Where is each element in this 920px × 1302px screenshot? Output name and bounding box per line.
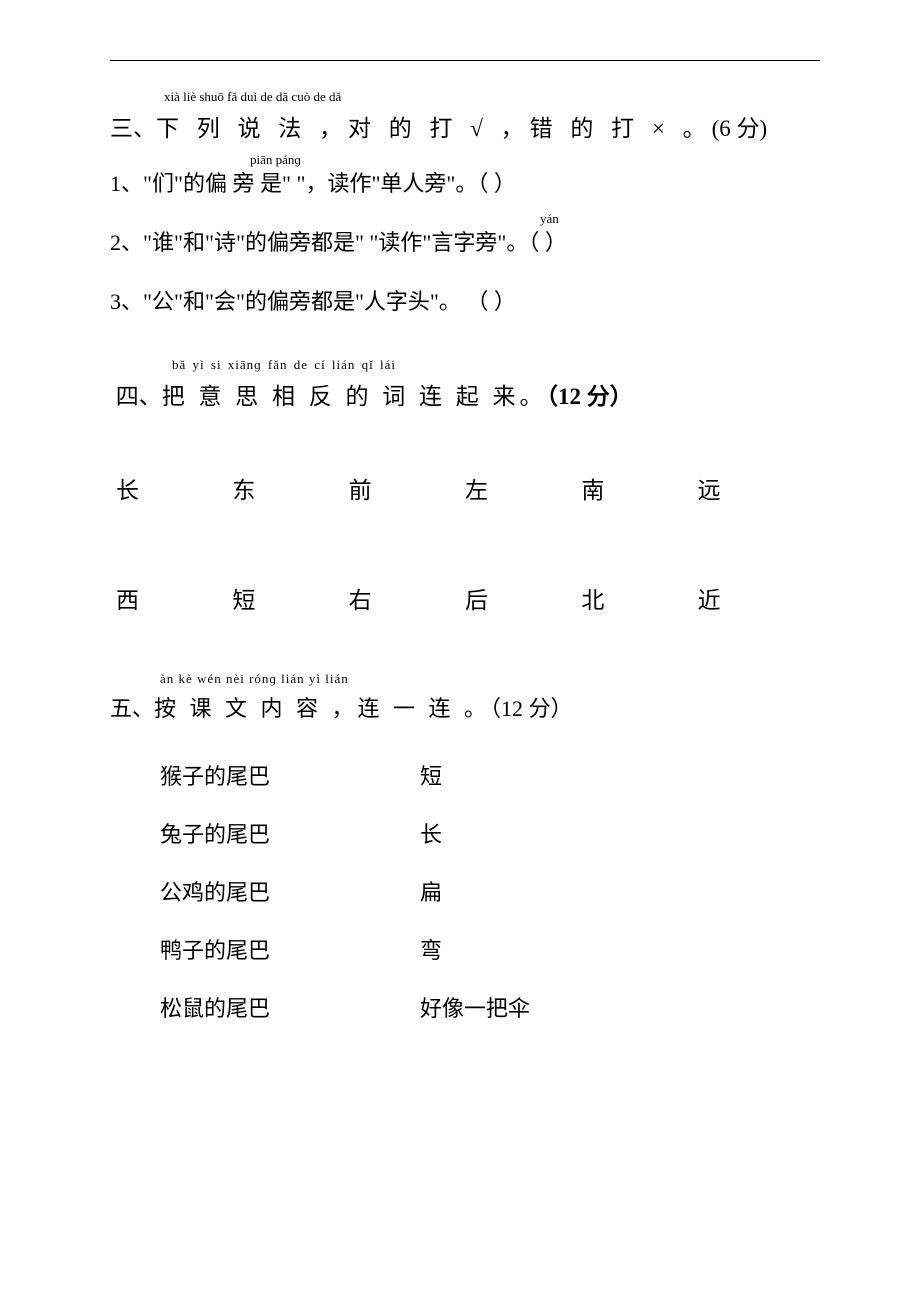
tail-duck: 鸭子的尾巴 [160,933,420,965]
tail-long: 长 [420,817,442,849]
word-yuan: 远 [698,471,814,505]
section-4-title: 把 意 思 相 反 的 词 连 起 来。 [162,384,547,409]
section-3-score: (6 分) [712,116,768,141]
antonym-row-2: 西 短 右 后 北 近 [110,581,820,615]
question-1: piān pánɡ 1、"们"的偏 旁 是" "，读作"单人旁"。（ ） [110,169,820,200]
word-chang: 长 [116,471,232,505]
word-you: 右 [349,581,465,615]
section-4-pinyin: bǎ yì si xiānɡ fǎn de cí lián qǐ lái [172,357,396,373]
word-nan: 南 [581,471,697,505]
q2-text-b: "读作"言字旁"。（ ） [369,230,566,255]
q2-text-a: "谁"和"诗"的偏旁都是" [143,230,364,255]
section-3-title: 下 列 说 法 ，对 的 打 √ ，错 的 打 × 。 [156,116,712,141]
tail-rooster: 公鸡的尾巴 [160,875,420,907]
word-qian: 前 [349,471,465,505]
tail-row-5: 松鼠的尾巴 好像一把伞 [110,991,820,1023]
section-3-pinyin: xià liè shuō fǎ duì de dǎ cuò de dǎ [164,89,341,105]
section-3-number: 三、 [110,116,156,141]
tail-umbrella: 好像一把伞 [420,991,530,1023]
section-3-heading: xià liè shuō fǎ duì de dǎ cuò de dǎ 三、下 … [110,109,820,143]
tail-row-3: 公鸡的尾巴 扁 [110,875,820,907]
section-4-score: （12 分） [547,384,633,409]
tail-short: 短 [420,759,442,791]
section-5-pinyin: àn kè wén nèi rónɡ lián yì lián [160,671,349,687]
antonym-row-1: 长 东 前 左 南 远 [110,471,820,505]
header-rule [110,60,820,61]
section-4-heading: bǎ yì si xiānɡ fǎn de cí lián qǐ lái 四、把… [110,377,820,411]
section-5-score: （12 分） [490,696,573,721]
word-bei: 北 [581,581,697,615]
q1-text-a: "们"的偏 旁 是" [143,171,291,196]
word-zuo: 左 [465,471,581,505]
word-dong: 东 [232,471,348,505]
tail-row-1: 猴子的尾巴 短 [110,759,820,791]
section-4-number: 四、 [116,384,162,409]
tail-rabbit: 兔子的尾巴 [160,817,420,849]
section-5-heading: àn kè wén nèi rónɡ lián yì lián 五、按 课 文 … [110,691,820,723]
word-xi: 西 [116,581,232,615]
tail-row-2: 兔子的尾巴 长 [110,817,820,849]
tail-curved: 弯 [420,933,442,965]
tail-squirrel: 松鼠的尾巴 [160,991,420,1023]
question-3: 3、"公"和"会"的偏旁都是"人字头"。 （ ） [110,287,820,318]
section-5-number: 五、 [110,696,154,721]
q1-num: 1、 [110,171,143,196]
q1-pinyin: piān pánɡ [250,151,301,169]
page-container: xià liè shuō fǎ duì de dǎ cuò de dǎ 三、下 … [0,0,920,1089]
q3-text: "公"和"会"的偏旁都是"人字头"。 （ ） [143,289,516,314]
tail-flat: 扁 [420,875,442,907]
q2-pinyin: yán [540,210,559,228]
q2-num: 2、 [110,230,143,255]
word-hou: 后 [465,581,581,615]
question-2: yán 2、"谁"和"诗"的偏旁都是" "读作"言字旁"。（ ） [110,228,820,259]
word-duan: 短 [232,581,348,615]
q1-text-b: "，读作"单人旁"。（ ） [296,171,515,196]
tail-row-4: 鸭子的尾巴 弯 [110,933,820,965]
section-5-title: 按 课 文 内 容 ，连 一 连 。 [154,696,490,721]
word-jin: 近 [698,581,814,615]
q3-num: 3、 [110,289,143,314]
tail-monkey: 猴子的尾巴 [160,759,420,791]
